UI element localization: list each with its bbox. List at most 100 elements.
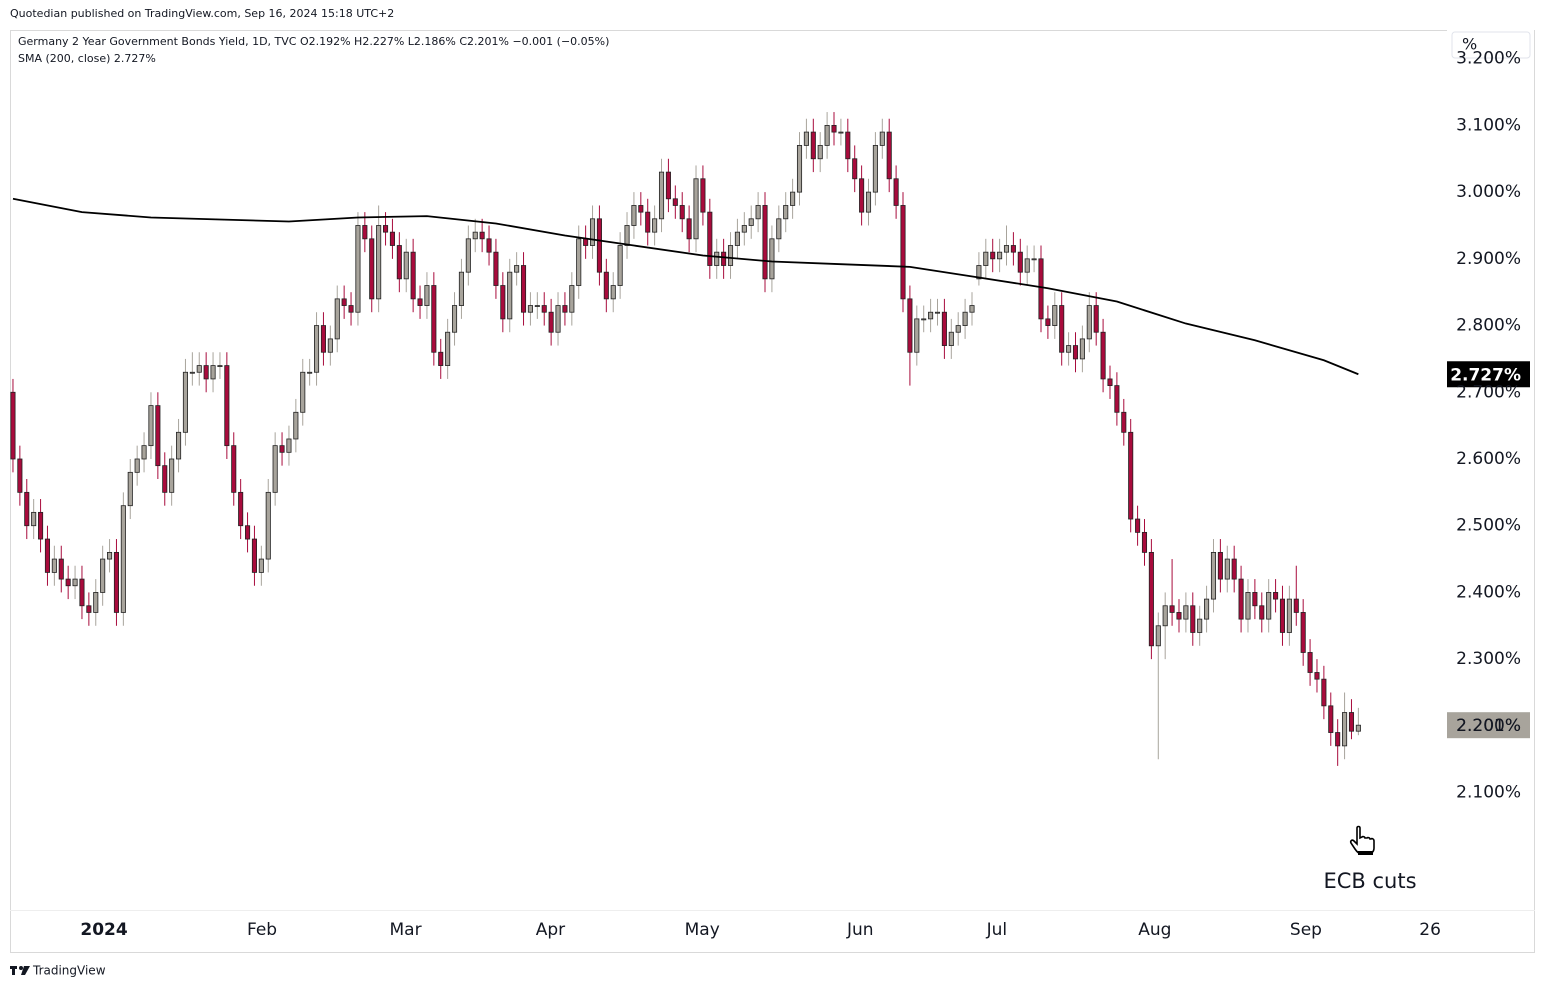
candle-body	[1328, 705, 1334, 733]
candle-body	[1300, 612, 1306, 653]
candle-body	[1045, 318, 1051, 326]
candle-body	[272, 445, 278, 493]
candle-body	[1169, 605, 1175, 613]
candle-body	[541, 305, 547, 313]
y-tick-label: 3.200%	[1456, 49, 1521, 69]
overlay: 2.727% 2.201%	[1447, 361, 1530, 739]
sma-legend: SMA (200, close) 2.727%	[18, 52, 156, 65]
publisher-note: Quotedian published on TradingView.com, …	[10, 7, 394, 20]
unit-button-label[interactable]: %	[1462, 35, 1477, 54]
candle-body	[1279, 598, 1286, 633]
candle-body	[824, 125, 830, 146]
candle-body	[562, 305, 568, 313]
candle-body	[1342, 712, 1348, 747]
candle-body	[162, 465, 168, 493]
candle-body	[72, 578, 78, 587]
candle-body	[286, 438, 292, 453]
candle-body	[872, 145, 878, 193]
candle-body	[721, 251, 727, 266]
x-tick-label: Feb	[247, 920, 277, 940]
candle-body	[196, 365, 202, 373]
candle-body	[734, 231, 740, 246]
candle-body	[796, 145, 803, 193]
symbol-legend: Germany 2 Year Government Bonds Yield, 1…	[18, 35, 609, 48]
candle-body	[762, 205, 768, 280]
logo-part	[12, 966, 15, 975]
candle-body	[107, 551, 113, 560]
candle-body	[934, 311, 941, 314]
candle-body	[86, 605, 92, 613]
candle-body	[1128, 431, 1134, 520]
candle-body	[500, 285, 506, 320]
candle-body	[514, 265, 520, 273]
x-tick-label: Aug	[1138, 920, 1171, 940]
candle-body	[907, 298, 913, 353]
candle-body	[1307, 652, 1313, 673]
candle-body	[251, 538, 257, 573]
candle-body	[458, 271, 464, 306]
candle-body	[727, 245, 734, 266]
chart-frame	[10, 30, 1535, 953]
candle-body	[182, 371, 188, 433]
candle-body	[1148, 551, 1154, 647]
candle-body	[38, 511, 44, 540]
candle-body	[790, 191, 796, 206]
candle-body	[327, 338, 333, 353]
candle-body	[741, 225, 747, 233]
candle-body	[431, 285, 437, 353]
candle-body	[17, 458, 23, 493]
candle-body	[962, 311, 968, 326]
price-label: 2.727%	[1450, 365, 1521, 385]
candle-body	[1238, 578, 1244, 620]
candle-body	[189, 371, 195, 374]
candle-body	[113, 551, 119, 613]
candle-body	[900, 205, 906, 300]
candle-body	[355, 225, 361, 313]
candle-body	[714, 251, 720, 266]
candle-body	[1335, 732, 1341, 747]
candle-body	[65, 578, 71, 587]
candle-body	[976, 265, 982, 280]
candle-body	[1135, 518, 1141, 533]
candle-body	[307, 371, 313, 374]
candle-body	[893, 178, 899, 206]
x-tick-label: Mar	[390, 920, 422, 940]
candle-body	[859, 178, 865, 213]
candle-body	[265, 491, 271, 560]
candle-body	[658, 171, 665, 220]
candle-body	[417, 298, 423, 306]
unit-button[interactable]	[1451, 31, 1531, 59]
candle-body	[320, 325, 326, 353]
price-label-box	[1447, 712, 1530, 739]
candle-body	[127, 471, 133, 507]
candle-body	[679, 205, 685, 220]
candle-body	[134, 458, 140, 473]
candle-body	[1259, 605, 1265, 620]
candle-body	[1107, 378, 1113, 387]
candle-body	[1314, 672, 1320, 680]
candle-body	[1286, 598, 1292, 633]
plot-area	[10, 112, 1361, 766]
candle-body	[1086, 305, 1092, 340]
annotation-hand	[1349, 825, 1375, 855]
candle-body	[1217, 551, 1223, 580]
x-tick-label: Jul	[986, 920, 1008, 940]
candle-body	[879, 131, 885, 146]
candle-body	[383, 225, 389, 233]
logo-part	[21, 966, 30, 975]
candle-body	[1210, 551, 1217, 600]
candle-body	[176, 431, 182, 460]
candle-body	[148, 405, 154, 447]
candle-body	[203, 365, 209, 380]
candle-body	[576, 238, 582, 286]
candle-body	[1052, 305, 1058, 326]
candle-body	[1231, 558, 1237, 580]
y-tick-label: 2.200%	[1456, 716, 1521, 736]
candle-body	[845, 131, 851, 160]
candle-body	[293, 411, 299, 440]
price-scale	[1447, 30, 1534, 910]
candle-body	[803, 131, 809, 146]
annotation-text: ECB cuts	[1323, 869, 1416, 893]
candle-body	[1038, 258, 1044, 320]
candle-body	[1003, 245, 1010, 253]
